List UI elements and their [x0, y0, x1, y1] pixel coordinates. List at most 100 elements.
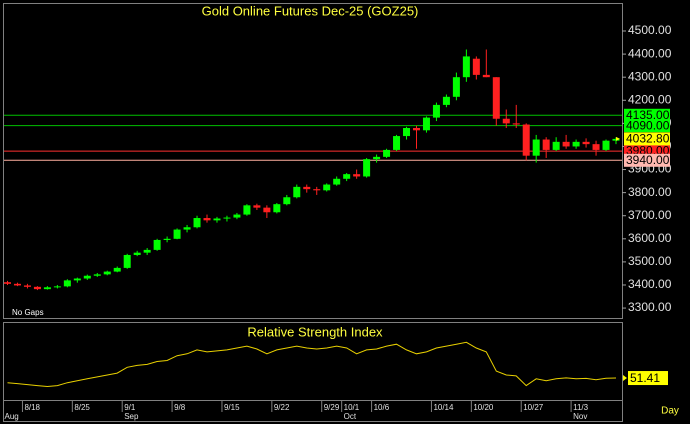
candle-body: [223, 217, 231, 219]
candle-body: [472, 58, 480, 75]
candle-body: [353, 174, 361, 177]
x-tick-label: 9/22: [274, 403, 290, 412]
candle-body: [4, 282, 11, 284]
y-tick-label: 3400.00: [628, 277, 672, 291]
y-tick-label: 3300.00: [628, 300, 672, 314]
level-label: 3940.00: [626, 153, 670, 167]
candle-body: [123, 254, 131, 268]
level-label: 4090.00: [626, 118, 670, 132]
candle-body: [542, 139, 550, 150]
x-tick-label: 11/3: [573, 403, 589, 412]
x-tick-label: 10/27: [523, 403, 544, 412]
level-label-box: [624, 119, 670, 133]
candle-body: [343, 174, 351, 179]
x-tick-label: 8/25: [74, 403, 90, 412]
level-label-box: [624, 153, 670, 167]
rsi-arrow: [623, 375, 627, 382]
rsi-line: [7, 341, 617, 388]
candle-body: [263, 207, 271, 213]
candle-body: [173, 229, 181, 239]
candle-body: [572, 141, 580, 147]
price-panel: [3, 3, 623, 319]
candle-body: [283, 197, 291, 205]
candle-body: [63, 280, 71, 287]
candle-body: [143, 249, 151, 253]
y-tick-label: 3700.00: [628, 208, 672, 222]
candle-body: [93, 274, 101, 276]
candle-body: [23, 285, 31, 287]
x-tick-label: 8/18: [24, 403, 40, 412]
candle-body: [303, 186, 311, 190]
candle-body: [522, 124, 530, 156]
x-tick-label: 10/1: [344, 403, 360, 412]
candle-body: [452, 77, 460, 97]
candle-body: [462, 56, 470, 78]
candle-body: [53, 286, 61, 288]
candle-body: [383, 149, 391, 157]
candle-body: [323, 184, 331, 191]
candle-body: [403, 127, 411, 137]
candle-body: [482, 74, 490, 78]
candle-body: [552, 141, 560, 150]
x-tick-label: 9/8: [174, 403, 186, 412]
x-tick-label: 9/29: [324, 403, 340, 412]
candle-body: [83, 275, 91, 279]
candle-body: [333, 178, 341, 185]
last-price-arrow: [616, 136, 620, 141]
candle-body: [592, 144, 600, 150]
candle-body: [602, 140, 610, 150]
candle-body: [432, 104, 440, 118]
candle-body: [393, 136, 401, 150]
y-tick-label: 3800.00: [628, 185, 672, 199]
month-label: Oct: [344, 412, 357, 421]
x-tick-label: 9/1: [124, 403, 136, 412]
candle-body: [203, 218, 211, 221]
period-label: Day: [661, 406, 679, 417]
candle-body: [13, 283, 21, 286]
candle-body: [363, 159, 371, 177]
gap-note: No Gaps: [12, 308, 44, 317]
month-label: Sep: [124, 412, 139, 421]
x-tick-label: 9/15: [224, 403, 240, 412]
candle-body: [253, 205, 261, 208]
candle-body: [492, 77, 500, 119]
candle-body: [133, 252, 141, 255]
x-tick-label: 10/6: [374, 403, 390, 412]
candle-body: [213, 218, 221, 221]
candle-body: [273, 204, 281, 213]
level-label: 4135.00: [626, 108, 670, 122]
candle-body: [243, 205, 251, 215]
candle-body: [313, 189, 321, 191]
month-label: Aug: [5, 412, 19, 421]
rsi-value-box: [628, 371, 668, 386]
chart-title: Gold Online Futures Dec-25 (GOZ25): [202, 3, 419, 18]
candle-body: [73, 278, 81, 281]
candle-body: [293, 186, 301, 198]
last-price-label: 4032.80: [626, 132, 670, 146]
candle-body: [532, 139, 540, 156]
x-tick-label: 10/20: [473, 403, 494, 412]
rsi-title: Relative Strength Index: [247, 324, 383, 339]
candle-body: [502, 118, 510, 124]
date-strip: [3, 400, 623, 422]
level-label-box: [624, 108, 670, 122]
month-label: Nov: [573, 412, 587, 421]
candle-body: [412, 127, 420, 131]
last-price-box: [624, 132, 670, 146]
candle-body: [422, 117, 430, 131]
candle-body: [163, 238, 171, 240]
candle-body: [442, 96, 450, 105]
candle-body: [113, 267, 121, 272]
rsi-value-label: 51.41: [630, 371, 660, 385]
candle-body: [183, 227, 191, 230]
y-tick-label: 3500.00: [628, 254, 672, 268]
candle-body: [43, 287, 51, 290]
candle-body: [373, 156, 381, 160]
y-tick-label: 4300.00: [628, 69, 672, 83]
y-tick-label: 4500.00: [628, 23, 672, 37]
y-tick-label: 4400.00: [628, 46, 672, 60]
candle-body: [582, 141, 590, 145]
x-tick-label: 10/14: [433, 403, 454, 412]
